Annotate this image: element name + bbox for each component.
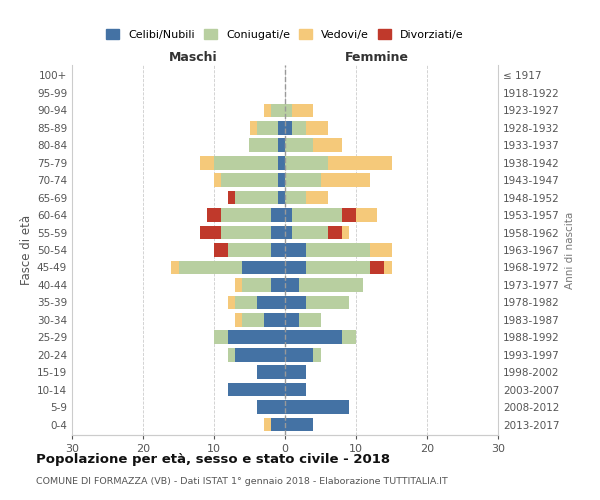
Bar [235,348,285,362]
Bar [271,278,285,291]
Bar [257,296,285,309]
Bar [214,243,228,257]
Bar [242,260,285,274]
Bar [278,121,285,134]
Bar [264,313,285,326]
Bar [264,104,271,117]
Bar [328,226,342,239]
Bar [285,104,292,117]
Bar [299,278,363,291]
Bar [278,174,285,187]
Bar [342,226,349,239]
Text: Maschi: Maschi [169,51,217,64]
Bar [242,278,271,291]
Bar [221,208,271,222]
Bar [172,260,179,274]
Bar [221,174,278,187]
Bar [221,226,271,239]
Text: COMUNE DI FORMAZZA (VB) - Dati ISTAT 1° gennaio 2018 - Elaborazione TUTTITALIA.I: COMUNE DI FORMAZZA (VB) - Dati ISTAT 1° … [36,478,448,486]
Bar [257,400,285,414]
Bar [285,121,292,134]
Bar [320,174,370,187]
Bar [228,330,285,344]
Bar [285,366,307,379]
Bar [370,260,385,274]
Bar [214,330,228,344]
Text: Popolazione per età, sesso e stato civile - 2018: Popolazione per età, sesso e stato civil… [36,452,390,466]
Bar [235,278,242,291]
Bar [328,156,392,170]
Bar [307,296,349,309]
Bar [271,418,285,432]
Bar [307,260,370,274]
Bar [228,243,271,257]
Bar [313,138,342,152]
Bar [285,418,313,432]
Bar [292,104,313,117]
Bar [235,191,278,204]
Bar [307,243,370,257]
Bar [242,313,264,326]
Bar [278,156,285,170]
Bar [385,260,392,274]
Bar [271,104,285,117]
Bar [235,296,257,309]
Legend: Celibi/Nubili, Coniugati/e, Vedovi/e, Divorziati/e: Celibi/Nubili, Coniugati/e, Vedovi/e, Di… [103,26,467,44]
Bar [214,156,278,170]
Bar [299,313,320,326]
Bar [285,348,313,362]
Bar [285,330,342,344]
Bar [285,191,307,204]
Bar [271,243,285,257]
Bar [257,366,285,379]
Text: Femmine: Femmine [346,51,409,64]
Bar [285,243,307,257]
Bar [250,138,278,152]
Bar [200,156,214,170]
Bar [370,243,392,257]
Bar [228,348,235,362]
Bar [342,330,356,344]
Bar [313,348,320,362]
Bar [228,383,285,396]
Bar [285,383,307,396]
Bar [257,121,278,134]
Bar [207,208,221,222]
Bar [292,121,307,134]
Bar [264,418,271,432]
Bar [285,296,307,309]
Bar [285,313,299,326]
Bar [285,400,349,414]
Bar [200,226,221,239]
Bar [285,156,328,170]
Bar [285,138,313,152]
Bar [356,208,377,222]
Bar [214,174,221,187]
Bar [271,208,285,222]
Bar [228,191,235,204]
Bar [250,121,257,134]
Bar [307,121,328,134]
Bar [285,226,292,239]
Bar [285,278,299,291]
Bar [285,208,292,222]
Bar [342,208,356,222]
Bar [235,313,242,326]
Bar [292,226,328,239]
Bar [179,260,242,274]
Bar [278,138,285,152]
Bar [228,296,235,309]
Bar [285,260,307,274]
Bar [285,174,320,187]
Y-axis label: Anni di nascita: Anni di nascita [565,212,575,288]
Y-axis label: Fasce di età: Fasce di età [20,215,33,285]
Bar [307,191,328,204]
Bar [271,226,285,239]
Bar [278,191,285,204]
Bar [292,208,342,222]
